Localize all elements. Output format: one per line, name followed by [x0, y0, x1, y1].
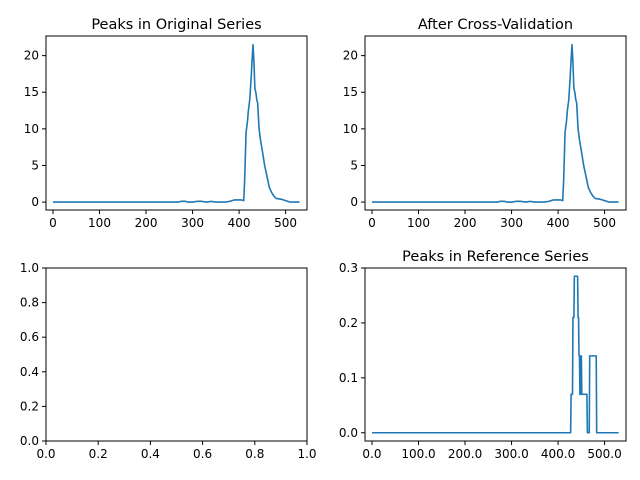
subplot-2-series-line — [371, 43, 619, 203]
x-tick-label: 1.0 — [297, 447, 316, 461]
x-tick-label: 0.0 — [362, 447, 381, 461]
y-tick-label: 0.3 — [339, 261, 358, 275]
x-tick-label: 100.0 — [401, 447, 435, 461]
x-tick-label: 0.8 — [245, 447, 264, 461]
x-tick-label: 0 — [49, 216, 57, 230]
y-tick-label: 0.2 — [20, 399, 39, 413]
y-tick-label: 0.6 — [20, 330, 39, 344]
y-tick-label: 0 — [31, 195, 39, 209]
y-tick-label: 10 — [24, 122, 39, 136]
x-tick-label: 500 — [593, 216, 616, 230]
subplot-4: Peaks in Reference Series 0.0 100.0 200.0 30… — [339, 249, 627, 461]
y-tick-label: 0.8 — [20, 296, 39, 310]
y-tick-label: 20 — [343, 49, 358, 63]
subplot-3-axes-frame — [45, 267, 308, 442]
x-tick-label: 0.6 — [193, 447, 212, 461]
y-tick-label: 5 — [31, 158, 39, 172]
x-tick-label: 400.0 — [541, 447, 575, 461]
x-tick-label: 500 — [274, 216, 297, 230]
x-tick-label: 300 — [500, 216, 523, 230]
subplot-2: After Cross-Validation 0 100 200 300 400 500 0 5… — [343, 17, 627, 230]
x-tick-label: 400 — [547, 216, 570, 230]
y-tick-label: 10 — [343, 122, 358, 136]
y-tick-label: 15 — [24, 85, 39, 99]
y-tick-label: 0.1 — [339, 371, 358, 385]
y-tick-label: 0 — [350, 195, 358, 209]
y-tick-label: 0.0 — [20, 434, 39, 448]
x-tick-label: 400 — [228, 216, 251, 230]
x-tick-label: 0.2 — [89, 447, 108, 461]
x-tick-label: 0.0 — [36, 447, 55, 461]
subplot-2-axes-frame — [364, 35, 627, 211]
x-tick-label: 100 — [407, 216, 430, 230]
subplot-1-axes-frame — [45, 35, 308, 211]
x-tick-label: 100 — [88, 216, 111, 230]
x-tick-label: 200 — [454, 216, 477, 230]
y-tick-label: 1.0 — [20, 261, 39, 275]
subplot-1-series-line — [52, 43, 300, 203]
y-tick-label: 15 — [343, 85, 358, 99]
y-tick-label: 0.2 — [339, 316, 358, 330]
subplot-2-title: After Cross-Validation — [418, 17, 573, 33]
subplot-3: 0.0 0.2 0.4 0.6 0.8 1.0 0.0 0.2 0.4 0.6 0.8 1.0 — [20, 261, 317, 461]
x-tick-label: 300 — [181, 216, 204, 230]
y-tick-label: 0.4 — [20, 365, 39, 379]
x-tick-label: 200.0 — [448, 447, 482, 461]
subplot-4-series-line — [371, 275, 619, 434]
subplot-1-title: Peaks in Original Series — [91, 17, 261, 33]
subplot-4-axes-frame — [364, 267, 627, 442]
x-tick-label: 500.0 — [587, 447, 621, 461]
x-tick-label: 300.0 — [494, 447, 528, 461]
x-tick-label: 200 — [135, 216, 158, 230]
x-tick-label: 0 — [368, 216, 376, 230]
y-tick-label: 0.0 — [339, 426, 358, 440]
subplot-4-title: Peaks in Reference Series — [402, 249, 589, 265]
y-tick-label: 5 — [350, 158, 358, 172]
y-tick-label: 20 — [24, 49, 39, 63]
x-tick-label: 0.4 — [141, 447, 160, 461]
